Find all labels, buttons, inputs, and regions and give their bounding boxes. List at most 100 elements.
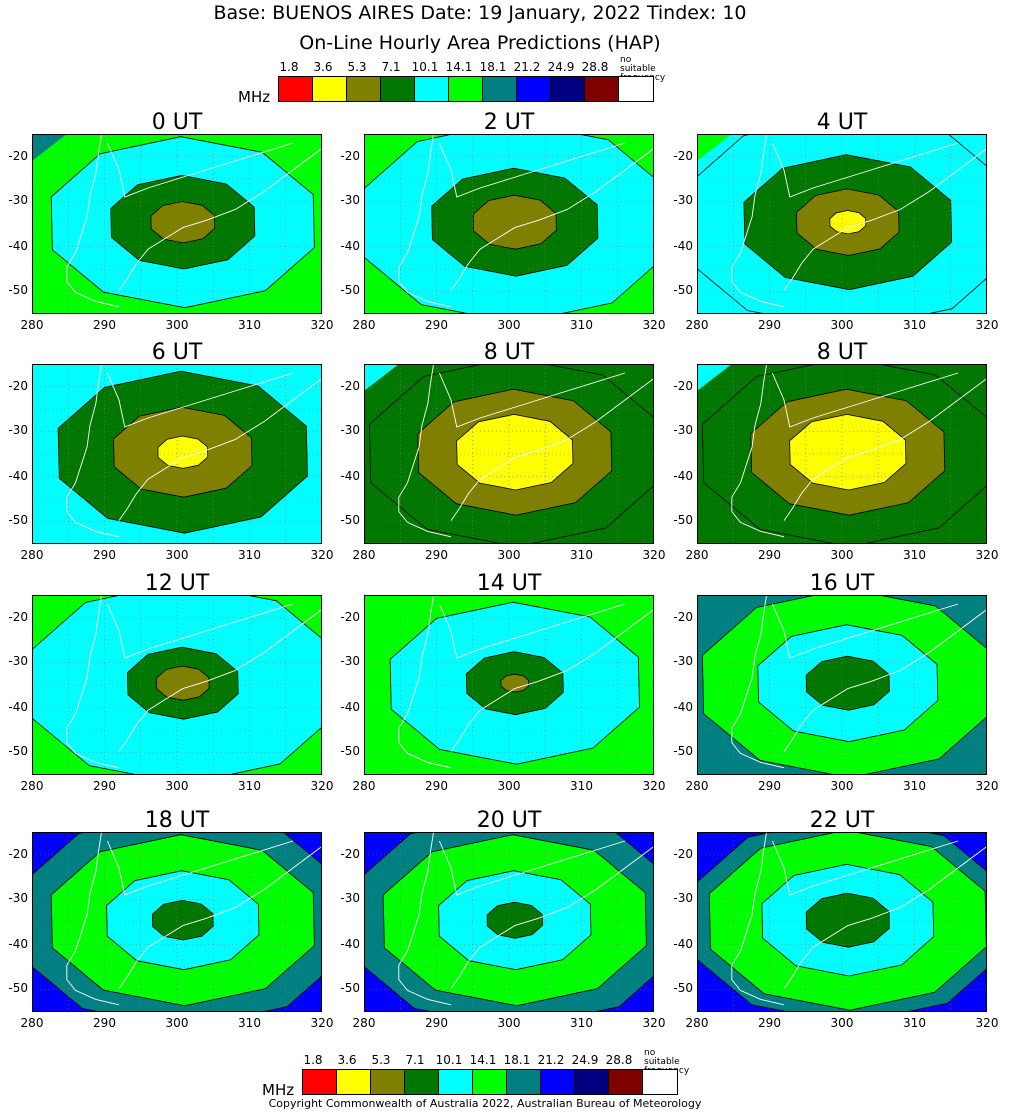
colorbar-level-label: 18.1 [503, 1053, 531, 1067]
x-tick-label: 290 [758, 779, 781, 793]
plot-frame [32, 832, 322, 1012]
colorbar-level-label: 1.8 [279, 60, 299, 74]
colorbar-swatch [609, 1070, 643, 1094]
y-tick-label: -20 [340, 149, 360, 164]
y-tick-label: -40 [673, 239, 693, 254]
plot-frame [364, 364, 654, 544]
contour-region [472, 194, 557, 250]
colorbar-swatch [551, 77, 585, 101]
panel-time-label: 0 UT [151, 110, 203, 135]
colorbar-swatch [415, 77, 449, 101]
panel-time-label: 16 UT [809, 571, 875, 596]
x-tick-label: 290 [93, 1016, 116, 1030]
y-tick-label: -50 [340, 743, 360, 758]
plot-frame [697, 134, 987, 314]
x-tick-label: 310 [570, 318, 593, 332]
coastline [66, 364, 322, 538]
colorbar-level-label: 14.1 [445, 60, 473, 74]
colorbar-level-label: 21.2 [537, 1053, 565, 1067]
colorbar-swatch [381, 77, 415, 101]
coastline [398, 595, 654, 769]
map-plot [32, 832, 322, 1012]
map-plot [364, 595, 654, 775]
x-tick-label: 320 [975, 1016, 999, 1030]
y-tick-label: -40 [340, 937, 360, 952]
x-tick-label: 300 [497, 1016, 521, 1030]
x-tick-label: 280 [20, 779, 44, 793]
y-tick-label: -30 [8, 653, 28, 668]
colorbar-unit: MHz [262, 1081, 295, 1099]
colorbar-swatch [337, 1070, 371, 1094]
panel-time-label: 12 UT [144, 571, 210, 596]
colorbar-level-label: 10.1 [435, 1053, 463, 1067]
contour-region [456, 413, 574, 491]
corner-region [32, 134, 67, 161]
map-plot [32, 364, 322, 544]
x-tick-label: 310 [238, 318, 261, 332]
plot-frame [364, 134, 654, 314]
map-plot [697, 832, 987, 1012]
x-tick-label: 320 [310, 548, 334, 562]
y-tick-label: -30 [673, 192, 693, 207]
colorbar-swatch [439, 1070, 473, 1094]
colorbar-swatch [585, 77, 619, 101]
colorbar-level-label: 24.9 [571, 1053, 599, 1067]
y-tick-label: -30 [8, 422, 28, 437]
map-plot [32, 595, 322, 775]
x-tick-label: 310 [903, 548, 926, 562]
panel-time-label: 8 UT [483, 340, 535, 365]
colorbar-swatch [483, 77, 517, 101]
y-tick-label: -40 [8, 469, 28, 484]
y-tick-label: -30 [8, 192, 28, 207]
map-panel: 20 UT -20 -30 -40 -50 280 290 300 310 320 [340, 808, 665, 1030]
y-tick-label: -40 [340, 700, 360, 715]
x-tick-label: 320 [975, 548, 999, 562]
colorbar-level-label: 5.3 [371, 1053, 391, 1067]
map-panel: 0 UT -20 -30 -40 -50 280 290 300 310 320 [8, 110, 333, 332]
x-tick-label: 300 [497, 779, 521, 793]
y-tick-label: -30 [8, 890, 28, 905]
x-tick-label: 290 [758, 1016, 781, 1030]
x-tick-label: 290 [758, 318, 781, 332]
y-tick-label: -20 [8, 847, 28, 862]
panel-time-label: 18 UT [144, 808, 210, 833]
map-plot [697, 364, 987, 544]
x-tick-label: 310 [903, 318, 926, 332]
x-tick-label: 310 [238, 548, 261, 562]
colorbar-swatch [371, 1070, 405, 1094]
page-subtitle: On-Line Hourly Area Predictions (HAP) [299, 32, 661, 54]
x-tick-label: 320 [642, 548, 666, 562]
y-tick-label: -50 [340, 512, 360, 527]
map-panel: 8 UT -20 -30 -40 -50 280 290 300 310 320 [340, 340, 665, 562]
y-tick-label: -40 [8, 937, 28, 952]
y-tick-label: -20 [340, 847, 360, 862]
plot-frame [364, 832, 654, 1012]
x-tick-label: 300 [165, 779, 189, 793]
colorbar-level-label: 14.1 [469, 1053, 497, 1067]
colorbar-level-label: 21.2 [513, 60, 541, 74]
x-tick-label: 280 [20, 1016, 44, 1030]
colorbar-level-label: 28.8 [605, 1053, 633, 1067]
x-tick-label: 280 [685, 548, 709, 562]
colorbar-level-label: 18.1 [479, 60, 507, 74]
colorbar-bottom: MHz 1.8 3.6 5.3 7.1 10.1 14.1 18.1 21.2 24.9 28.8 n… [262, 1049, 702, 1103]
x-tick-label: 300 [830, 779, 854, 793]
map-panel: 22 UT -20 -30 -40 -50 280 290 300 310 320 [673, 808, 998, 1030]
coastline [398, 364, 654, 538]
x-tick-label: 320 [310, 779, 334, 793]
x-tick-label: 300 [165, 548, 189, 562]
map-panel: 2 UT -20 -30 -40 -50 280 290 300 310 320 [340, 110, 665, 332]
panel-time-label: 14 UT [476, 571, 542, 596]
colorbar-level-label: 1.8 [303, 1053, 323, 1067]
x-tick-label: 300 [165, 1016, 189, 1030]
x-tick-label: 310 [570, 779, 593, 793]
y-tick-label: -40 [8, 239, 28, 254]
x-tick-label: 290 [425, 1016, 448, 1030]
contour-region [486, 901, 543, 939]
map-panel: 4 UT -20 -30 -40 -50 280 290 300 310 320 [673, 110, 998, 332]
y-tick-label: -20 [673, 379, 693, 394]
contour-region [157, 435, 209, 469]
y-tick-label: -20 [673, 847, 693, 862]
colorbar-swatch [303, 1070, 337, 1094]
map-panel: 14 UT -20 -30 -40 -50 280 290 300 310 320 [340, 571, 665, 793]
